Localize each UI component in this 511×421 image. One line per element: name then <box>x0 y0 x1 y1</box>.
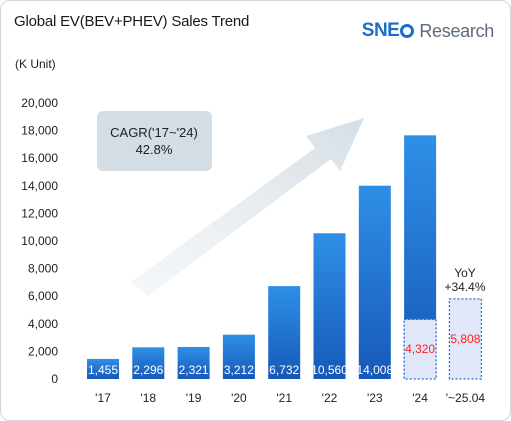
trend-arrow <box>131 118 364 296</box>
bar-value-label: 10,560 <box>311 363 348 377</box>
y-tick-label: 18,000 <box>21 124 58 138</box>
y-tick-label: 10,000 <box>21 234 58 248</box>
y-tick-label: 8,000 <box>28 262 58 276</box>
bar <box>87 358 119 379</box>
y-tick-label: 14,000 <box>21 179 58 193</box>
y-tick-label: 16,000 <box>21 151 58 165</box>
year-to-april-bar <box>403 318 437 380</box>
year-to-april-bars: 4,320 5,808 <box>403 298 483 380</box>
x-tick-label: '22 <box>322 391 338 405</box>
cagr-box: CAGR('17~'24) 42.8% <box>97 111 212 171</box>
trend-arrow-shape <box>131 118 364 296</box>
bar-value-label: 3,212 <box>224 363 254 377</box>
year-to-april-bar <box>448 298 483 380</box>
cagr-label: CAGR('17~'24) <box>110 125 198 140</box>
yoy-annotation: YoY +34.4% <box>444 266 485 294</box>
y-tick-label: 4,000 <box>28 317 58 331</box>
y-tick-label: 12,000 <box>21 206 58 220</box>
y-axis: 0 2,000 4,000 6,000 8,000 10,000 12,000 14,000 1… <box>21 96 58 386</box>
bar-value-label: 2,321 <box>179 363 209 377</box>
bar <box>222 334 255 379</box>
x-tick-label: '23 <box>367 391 383 405</box>
y-tick-label: 0 <box>51 372 58 386</box>
yoy-value: +34.4% <box>444 280 485 294</box>
bar-value-label: 14,008 <box>356 363 393 377</box>
x-tick-label: '20 <box>231 391 247 405</box>
yoy-label: YoY <box>454 266 476 280</box>
year-to-april-label: 5,808 <box>450 332 480 346</box>
x-tick-label: '24 <box>412 391 428 405</box>
unit-label: (K Unit) <box>15 57 56 71</box>
y-tick-label: 2,000 <box>28 344 58 358</box>
year-to-april-label: 4,320 <box>405 342 435 356</box>
bar <box>268 286 301 379</box>
brand-logo: SNE Research <box>361 20 495 42</box>
bar <box>358 185 391 379</box>
bars: 1,4552,2962,3213,2126,73210,56014,00817,… <box>87 135 439 379</box>
y-tick-label: 6,000 <box>28 289 58 303</box>
bar-value-label: 6,732 <box>269 363 299 377</box>
x-tick-label: '18 <box>140 391 156 405</box>
bar-value-label: 1,455 <box>88 363 118 377</box>
x-tick-label: '~25.04 <box>446 391 486 405</box>
bar <box>313 233 346 379</box>
bar <box>132 347 165 379</box>
cagr-value: 42.8% <box>136 142 173 157</box>
x-axis: '17 '18 '19 '20 '21 '22 '23 '24 '~25.04 <box>95 391 485 405</box>
cagr-box-bg <box>97 111 212 171</box>
x-tick-label: '19 <box>186 391 202 405</box>
brand-mark-icon <box>400 24 415 38</box>
bar <box>177 346 210 379</box>
brand-logo-research: Research <box>419 20 494 41</box>
x-tick-label: '17 <box>95 391 111 405</box>
x-tick-label: '21 <box>276 391 292 405</box>
y-tick-label: 20,000 <box>21 96 58 110</box>
bar-value-label: 2,296 <box>133 363 163 377</box>
brand-logo-sne: SNE <box>361 20 400 41</box>
chart-title: Global EV(BEV+PHEV) Sales Trend <box>14 13 250 30</box>
